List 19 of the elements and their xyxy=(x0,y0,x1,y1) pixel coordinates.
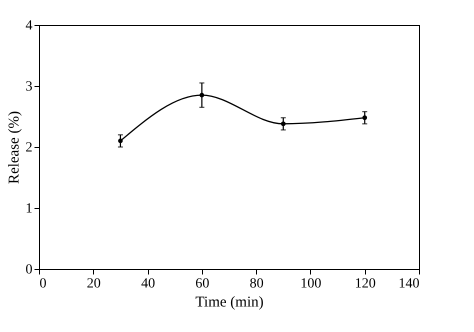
x-tick-label: 40 xyxy=(141,276,156,292)
x-axis-title: Time (min) xyxy=(195,294,264,310)
x-tick-label: 60 xyxy=(195,276,210,292)
x-tick-label: 140 xyxy=(398,276,420,292)
x-tick-label: 120 xyxy=(354,276,376,292)
point xyxy=(280,121,286,126)
y-tick-label: 1 xyxy=(26,202,32,216)
x-tick-label: 20 xyxy=(86,276,101,292)
point xyxy=(362,115,368,120)
point xyxy=(200,92,204,98)
y-tick-label: 3 xyxy=(26,80,32,94)
point xyxy=(118,138,123,144)
y-axis-title: Release (%) xyxy=(6,111,22,184)
y-tick-label: 4 xyxy=(26,18,32,34)
x-tick-label: 100 xyxy=(300,276,322,292)
x-tick-label: 80 xyxy=(250,276,264,292)
y-tick-label: 0 xyxy=(26,262,32,278)
y-tick-label: 2 xyxy=(26,140,32,156)
x-tick-label: 0 xyxy=(40,276,46,292)
